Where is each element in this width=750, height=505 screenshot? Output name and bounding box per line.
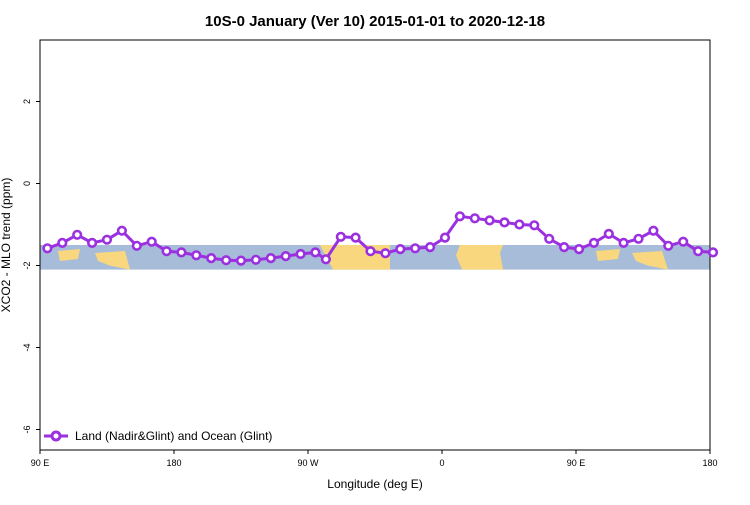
chart-title: 10S-0 January (Ver 10) 2015-01-01 to 202… xyxy=(205,13,545,30)
data-point xyxy=(101,234,113,245)
legend: Land (Nadir&Glint) and Ocean (Glint) xyxy=(44,429,272,443)
data-point xyxy=(469,213,480,224)
legend-label: Land (Nadir&Glint) and Ocean (Glint) xyxy=(75,429,272,443)
data-point xyxy=(588,237,600,248)
data-point xyxy=(410,243,421,254)
data-point xyxy=(707,247,719,258)
data-point xyxy=(320,254,332,265)
land-region xyxy=(95,251,130,270)
data-point xyxy=(206,253,217,264)
x-tick-label: 180 xyxy=(166,458,181,468)
data-point xyxy=(280,251,291,262)
data-point xyxy=(250,254,261,265)
data-point xyxy=(499,217,510,228)
data-point xyxy=(395,244,406,255)
y-tick-label: -2 xyxy=(22,261,32,269)
plot-frame xyxy=(39,39,711,451)
y-tick-label: 2 xyxy=(22,99,32,104)
x-tick-label: 90 W xyxy=(297,458,319,468)
data-point xyxy=(648,225,659,236)
x-tick-label: 90 E xyxy=(31,458,50,468)
x-axis: 90 E 180 90 W 0 90 E 180 xyxy=(31,450,718,468)
data-point xyxy=(544,233,555,244)
data-point xyxy=(57,237,68,248)
data-point xyxy=(514,219,525,230)
data-point xyxy=(558,242,570,253)
data-point xyxy=(573,244,585,255)
data-point xyxy=(335,231,346,242)
data-point xyxy=(425,242,436,253)
data-point xyxy=(235,255,247,266)
y-tick-label: 0 xyxy=(22,181,32,186)
data-point xyxy=(42,243,53,254)
data-point xyxy=(72,229,83,240)
data-point xyxy=(265,253,276,264)
land-region xyxy=(58,249,80,261)
data-point xyxy=(633,233,644,244)
data-point xyxy=(529,220,540,231)
y-tick-label: -4 xyxy=(22,343,32,351)
land-region xyxy=(596,249,620,261)
data-point xyxy=(146,236,157,247)
data-point xyxy=(295,248,306,260)
data-point xyxy=(350,232,361,243)
data-point xyxy=(86,237,98,248)
data-point xyxy=(380,248,391,259)
data-point xyxy=(131,240,142,251)
land-region xyxy=(456,245,503,270)
data-point xyxy=(678,236,689,247)
y-tick-label: -6 xyxy=(22,425,32,433)
land-region xyxy=(632,251,668,270)
legend-marker xyxy=(50,430,62,442)
data-point xyxy=(603,228,614,239)
data-point xyxy=(161,246,172,257)
data-point xyxy=(439,232,451,243)
data-point xyxy=(692,246,704,257)
data-point xyxy=(663,240,674,251)
data-point xyxy=(310,247,321,258)
x-tick-label: 90 E xyxy=(567,458,586,468)
series-line-0 xyxy=(46,214,714,263)
x-tick-label: 0 xyxy=(439,458,444,468)
y-axis-label: XCO2 - MLO trend (ppm) xyxy=(0,178,13,313)
data-point xyxy=(176,247,187,258)
x-tick-label: 180 xyxy=(702,458,717,468)
data-point xyxy=(618,237,629,248)
x-axis-label: Longitude (deg E) xyxy=(327,477,422,491)
data-point xyxy=(221,255,232,266)
data-point xyxy=(116,225,127,236)
series-layer xyxy=(42,211,719,266)
data-point xyxy=(454,211,466,222)
y-axis: 2 0 -2 -4 -6 xyxy=(22,99,40,434)
data-point xyxy=(191,250,202,261)
data-point xyxy=(484,215,495,226)
data-point xyxy=(365,246,376,257)
